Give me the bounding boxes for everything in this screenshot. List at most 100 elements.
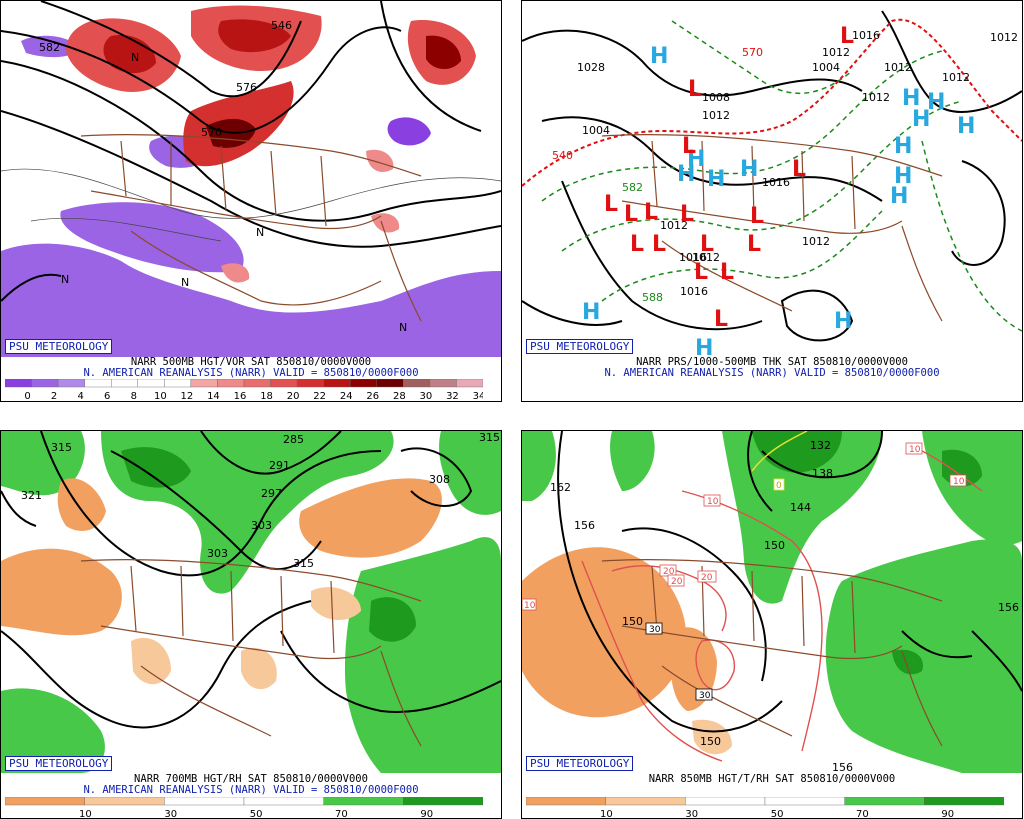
- svg-text:H: H: [834, 309, 852, 334]
- svg-text:H: H: [894, 164, 912, 189]
- colorbar-label: 0: [24, 391, 30, 401]
- colorbar-label: 90: [941, 809, 954, 819]
- map-label: 1012: [660, 219, 688, 232]
- colorbar-swatch: [526, 797, 606, 806]
- colorbar-swatch: [137, 379, 165, 388]
- svg-text:H: H: [695, 336, 713, 357]
- colorbar-swatch: [111, 379, 138, 388]
- vorticity-colorbar: 0 2 4 6 8 10 12 14 16 18 20 22 24 26 28 30 32 34: [5, 379, 483, 401]
- map-label: 162: [550, 481, 571, 494]
- svg-text:L: L: [747, 232, 761, 257]
- colorbar-swatch: [844, 797, 925, 806]
- colorbar-swatch: [403, 379, 431, 388]
- map-label: 308: [429, 473, 450, 486]
- colorbar-swatch: [323, 797, 404, 806]
- svg-text:L: L: [624, 202, 638, 227]
- colorbar-swatch: [323, 379, 351, 388]
- colorbar-swatch: [296, 379, 324, 388]
- panel-title: NARR PRS/1000-500MB THK SAT 850810/0000V…: [636, 356, 908, 368]
- map-label: 1012: [862, 91, 890, 104]
- map-700mb-rh: 315 321 285 291 297 303 303 308 315 315: [1, 431, 501, 773]
- svg-text:L: L: [688, 77, 702, 102]
- map-label: 1012: [702, 109, 730, 122]
- panel-500mb-vorticity: 582 546 576 570 N N N N N PSU METEOROLOG…: [0, 0, 502, 402]
- colorbar-swatch: [403, 797, 483, 806]
- svg-text:L: L: [652, 232, 666, 257]
- map-label: 1008: [702, 91, 730, 104]
- colorbar-swatch: [270, 379, 298, 388]
- svg-text:L: L: [720, 260, 734, 285]
- colorbar-swatch: [5, 797, 85, 806]
- map-label: 291: [269, 459, 290, 472]
- map-label: 1016: [679, 251, 707, 264]
- psu-meteorology-label: PSU METEOROLOGY: [5, 339, 113, 354]
- map-label: 285: [283, 433, 304, 446]
- panel-700mb-rh: 315 321 285 291 297 303 303 308 315 315 …: [0, 430, 502, 819]
- map-label: 156: [574, 519, 595, 532]
- map-label: N: [181, 276, 189, 289]
- map-850mb-t-rh: 132 138 144 150 156 156 156 162 150 150 …: [522, 431, 1022, 773]
- map-label: 303: [251, 519, 272, 532]
- svg-text:H: H: [912, 107, 930, 132]
- rh-colorbar: 10 30 50 70 90: [526, 797, 1004, 819]
- map-label: 588: [642, 291, 663, 304]
- map-label: 1012: [692, 251, 720, 264]
- colorbar-swatch: [164, 379, 192, 388]
- colorbar-swatch: [5, 379, 32, 388]
- colorbar-swatch: [31, 379, 59, 388]
- map-label: 321: [21, 489, 42, 502]
- colorbar-label: 6: [104, 391, 110, 401]
- colorbar-swatch: [924, 797, 1004, 806]
- colorbar-swatch: [190, 379, 218, 388]
- panel-pressure-thickness: H H H H H H H H H H H H H H H L L L L L …: [521, 0, 1023, 402]
- colorbar-label: 50: [771, 809, 784, 819]
- panel-title: NARR 500MB HGT/VOR SAT 850810/0000V000: [130, 356, 372, 368]
- svg-text:H: H: [902, 86, 920, 111]
- svg-text:L: L: [750, 204, 764, 229]
- panel-subtitle: N. AMERICAN REANALYSIS (NARR) VALID = 85…: [83, 784, 419, 796]
- map-label: 297: [261, 487, 282, 500]
- svg-text:L: L: [840, 24, 854, 49]
- colorbar-label: 2: [51, 391, 57, 401]
- map-label: 138: [812, 467, 833, 480]
- svg-text:L: L: [700, 232, 714, 257]
- svg-text:H: H: [957, 114, 975, 139]
- map-label: 156: [998, 601, 1019, 614]
- svg-text:H: H: [650, 44, 668, 69]
- map-label: 570: [201, 126, 222, 139]
- map-label: 1016: [680, 285, 708, 298]
- map-label: 10: [953, 477, 965, 487]
- map-label: 20: [701, 573, 713, 583]
- psu-meteorology-label: PSU METEOROLOGY: [5, 756, 113, 771]
- map-label: 582: [39, 41, 60, 54]
- svg-text:L: L: [792, 157, 806, 182]
- svg-text:L: L: [680, 202, 694, 227]
- map-label: 315: [479, 431, 500, 444]
- map-label: 20: [671, 577, 683, 587]
- colorbar-swatch: [685, 797, 766, 806]
- colorbar-swatch: [84, 379, 112, 388]
- colorbar-swatch: [164, 797, 245, 806]
- colorbar-label: 10: [154, 391, 167, 401]
- map-label: 10: [909, 445, 921, 455]
- map-label: 1012: [942, 71, 970, 84]
- map-label: N: [256, 226, 264, 239]
- rh-colorbar: 10 30 50 70 90: [5, 797, 483, 819]
- colorbar-swatch: [376, 379, 404, 388]
- map-label: 144: [790, 501, 811, 514]
- map-label: 10: [524, 601, 536, 611]
- colorbar-label: 90: [420, 809, 433, 819]
- colorbar-label: 20: [287, 391, 300, 401]
- map-label: 1012: [884, 61, 912, 74]
- map-label: 132: [810, 439, 831, 452]
- svg-text:L: L: [630, 232, 644, 257]
- map-label: 315: [293, 557, 314, 570]
- panel-subtitle: N. AMERICAN REANALYSIS (NARR) VALID = 85…: [604, 367, 940, 379]
- map-500mb-vorticity: 582 546 576 570 N N N N N: [1, 1, 501, 357]
- map-label: 1004: [812, 61, 840, 74]
- map-label: 1012: [802, 235, 830, 248]
- colorbar-swatch: [350, 379, 377, 388]
- map-label: N: [399, 321, 407, 334]
- map-pressure-thickness: H H H H H H H H H H H H H H H L L L L L …: [522, 1, 1022, 357]
- colorbar-label: 16: [234, 391, 247, 401]
